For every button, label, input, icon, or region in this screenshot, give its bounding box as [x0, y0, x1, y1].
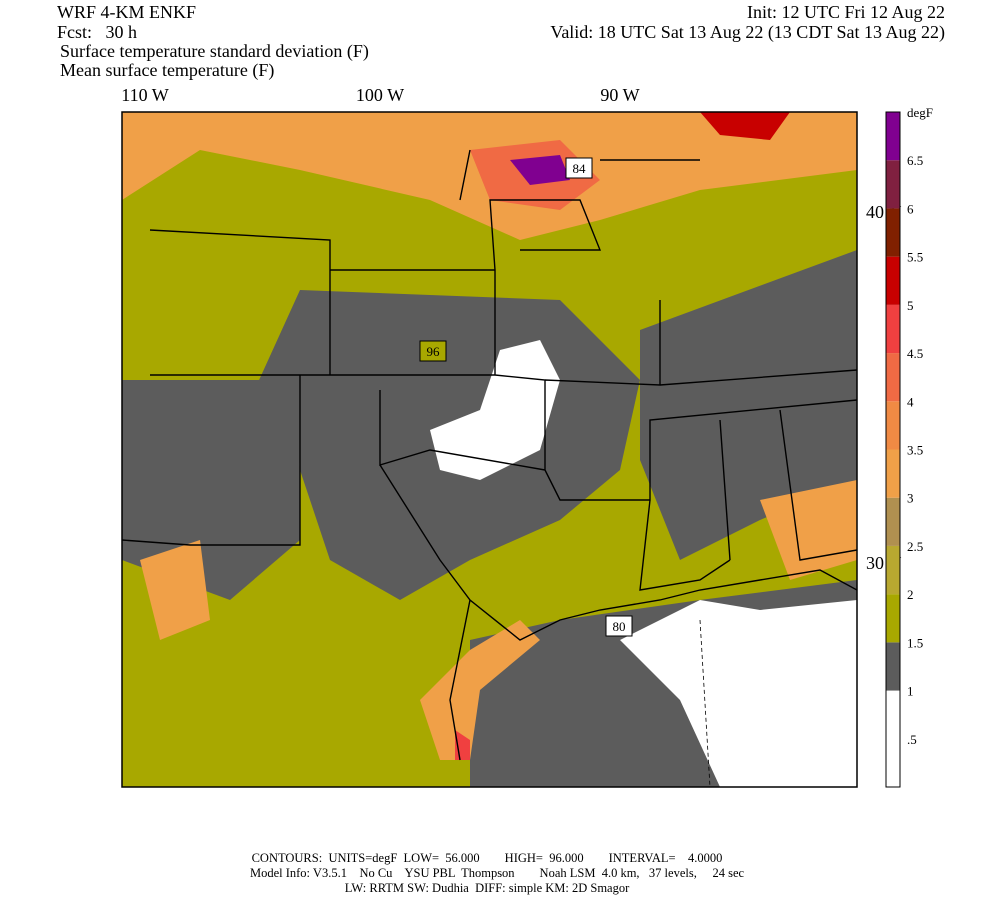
footer-line: Model Info: V3.5.1 No Cu YSU PBL Thompso… [250, 866, 745, 880]
contour-label: 80 [613, 619, 626, 634]
colorbar-bin [886, 401, 900, 450]
colorbar-label: 1.5 [907, 635, 923, 650]
colorbar-bin [886, 690, 900, 739]
colorbar-bin [886, 497, 900, 546]
colorbar-label: 2 [907, 587, 914, 602]
colorbar-bin [886, 738, 900, 787]
lon-label: 90 W [600, 85, 639, 105]
shaded-field: Surface temperature standard deviation (… [60, 41, 369, 62]
colorbar-label: .5 [907, 732, 917, 747]
model-title: WRF 4-KM ENKF [57, 2, 196, 22]
colorbar-label: 5 [907, 298, 914, 313]
contour-label: 96 [427, 344, 441, 359]
colorbar-bin [886, 112, 900, 161]
colorbar-bin [886, 304, 900, 354]
colorbar-bin [886, 208, 900, 257]
colorbar-label: 2.5 [907, 539, 923, 554]
colorbar-label: 5.5 [907, 250, 923, 265]
lon-label: 100 W [356, 85, 404, 105]
contour-field: Mean surface temperature (F) [60, 60, 274, 81]
contour-label: 84 [573, 161, 587, 176]
colorbar-label: 4 [907, 394, 914, 409]
map [122, 112, 857, 787]
contour-labels: 84 96 80 [419, 157, 633, 637]
colorbar-frame [885, 111, 901, 788]
colorbar: degF .5 1 1.5 2 2.5 3 3.5 4 4.5 5 5.5 6 6.5 [885, 105, 933, 788]
colorbar-label: 6 [907, 201, 914, 216]
init-time: Init: 12 UTC Fri 12 Aug 22 [747, 2, 945, 22]
footer-line: LW: RRTM SW: Dudhia DIFF: simple KM: 2D … [345, 881, 630, 895]
colorbar-bin [886, 594, 900, 643]
colorbar-bin [886, 449, 900, 498]
colorbar-label: 3 [907, 491, 914, 506]
colorbar-bin [886, 256, 900, 305]
colorbar-label: 3.5 [907, 443, 923, 458]
lon-label: 110 W [121, 85, 169, 105]
colorbar-label: 4.5 [907, 346, 923, 361]
colorbar-label: 6.5 [907, 153, 923, 168]
colorbar-bin [886, 160, 900, 209]
colorbar-bin [886, 545, 900, 595]
colorbar-bin [886, 353, 900, 402]
colorbar-bin [886, 642, 900, 691]
forecast-hour: Fcst: 30 h [57, 22, 137, 42]
valid-time: Valid: 18 UTC Sat 13 Aug 22 (13 CDT Sat … [550, 22, 945, 43]
footer-line: CONTOURS: UNITS=degF LOW= 56.000 HIGH= 9… [252, 851, 723, 865]
colorbar-title: degF [907, 105, 933, 120]
colorbar-label: 1 [907, 684, 914, 699]
